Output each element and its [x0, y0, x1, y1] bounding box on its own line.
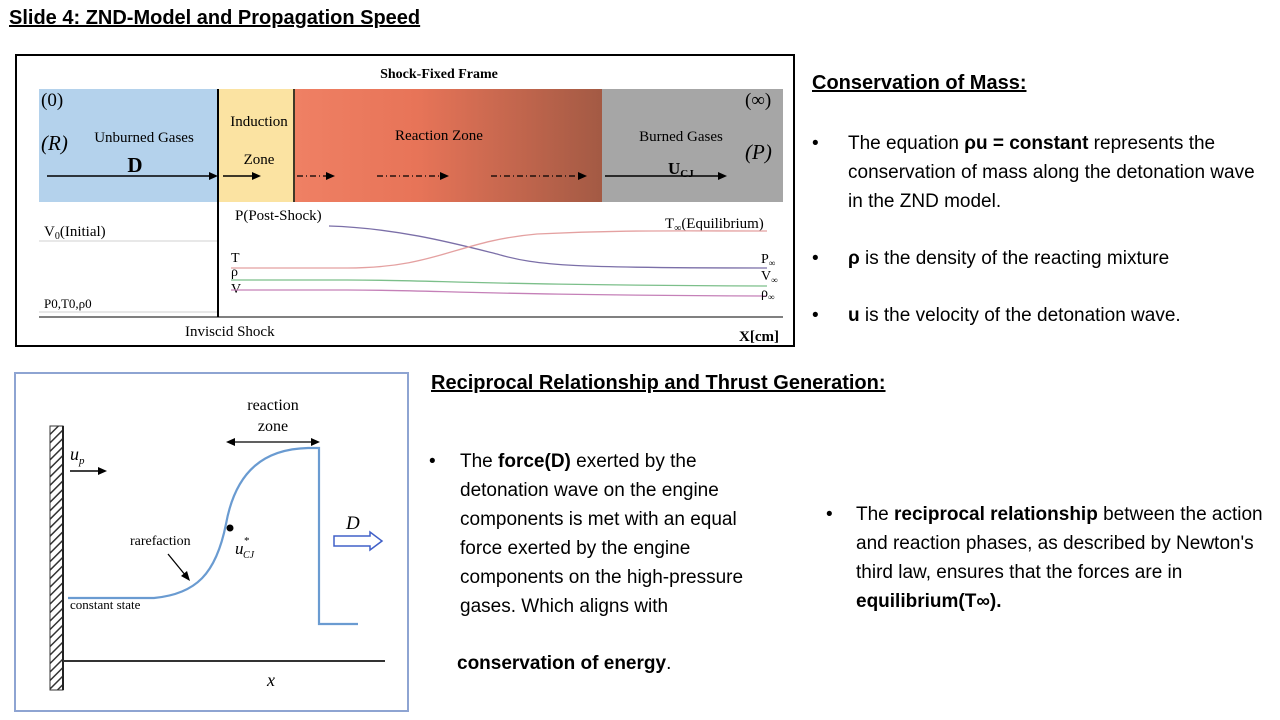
state-r-label: (R)	[41, 131, 68, 155]
up-label: up	[70, 444, 85, 467]
velocity-curve	[231, 279, 768, 287]
reciprocal-bullet-force: The force(D) exerted by the detonation w…	[429, 447, 769, 621]
reaction-zone-arrow-left	[226, 438, 235, 446]
frame-title: Shock-Fixed Frame	[380, 67, 498, 82]
znd-diagram: Shock-Fixed Frame (0) (R) (∞) (P) Unburn…	[15, 54, 795, 347]
p-inf-label: P∞	[761, 252, 775, 268]
znd-diagram-svg: Shock-Fixed Frame (0) (R) (∞) (P) Unburn…	[39, 67, 783, 345]
rarefaction-pointer	[167, 553, 187, 577]
unburned-label: Unburned Gases	[94, 130, 194, 146]
ucj-arrow-head	[718, 172, 727, 180]
constant-state-label: constant state	[70, 597, 141, 612]
rarefaction-pointer-head	[181, 571, 190, 581]
ucj-label: u* CJ	[235, 535, 255, 561]
reaction-zone-label-1: reaction	[247, 397, 299, 414]
reaction-zone-label-2: zone	[258, 418, 288, 435]
cj-point	[226, 524, 234, 532]
density-curve	[231, 289, 768, 297]
v-inf-label: V∞	[761, 269, 778, 285]
burned-label: Burned Gases	[639, 129, 723, 145]
slide-title: Slide 4: ZND-Model and Propagation Speed	[9, 7, 421, 29]
mass-bullets: The equation ρu = constant represents th…	[812, 129, 1274, 330]
inviscid-shock-label: Inviscid Shock	[185, 324, 275, 340]
t-eq-label: T∞(Equilibrium)	[665, 216, 764, 234]
xcm-label: X[cm]	[739, 329, 779, 345]
t-label: T	[231, 251, 240, 266]
wall	[49, 425, 64, 691]
reaction-zone-arrow-right	[311, 438, 320, 446]
rarefaction-label: rarefaction	[130, 534, 191, 549]
x-axis-label: x	[266, 670, 275, 690]
mass-heading: Conservation of Mass:	[812, 72, 1027, 94]
reciprocal-bullets-left: The force(D) exerted by the detonation w…	[429, 447, 769, 621]
detonation-profile-svg: x reaction zone up D u* CJ rarefaction co…	[49, 397, 385, 691]
induction-arrow-head	[252, 172, 261, 180]
pressure-curve	[328, 225, 768, 269]
state-inf-label: (∞)	[745, 90, 771, 111]
reaction-zone-label: Reaction Zone	[395, 128, 483, 144]
state-p-label: (P)	[745, 140, 772, 164]
d-label: D	[127, 153, 142, 177]
energy-conservation-line: conservation of energy.	[457, 653, 672, 674]
reaction-arrow-head-1	[326, 172, 335, 180]
reciprocal-bullet-newton: The reciprocal relationship between the …	[826, 500, 1266, 616]
induction-zone	[218, 89, 295, 202]
d-label: D	[345, 513, 360, 534]
detonation-profile-diagram: x reaction zone up D u* CJ rarefaction co…	[14, 372, 409, 712]
reciprocal-bullets-right: The reciprocal relationship between the …	[826, 500, 1266, 616]
p0-label: P0,T0,ρ0	[44, 296, 92, 311]
post-shock-label: P(Post-Shock)	[235, 208, 322, 224]
temperature-curve	[231, 230, 768, 269]
induction-label-1: Induction	[230, 114, 288, 130]
d-arrow-head	[209, 172, 218, 180]
induction-label-2: Zone	[244, 152, 275, 168]
mass-bullet-equation: The equation ρu = constant represents th…	[812, 129, 1274, 216]
reaction-arrow-head-2	[440, 172, 449, 180]
pressure-profile-curve	[68, 446, 358, 626]
reaction-arrow-head-3	[578, 172, 587, 180]
unburned-zone	[39, 89, 218, 202]
mass-bullet-density: ρ is the density of the reacting mixture	[812, 244, 1274, 273]
burned-zone	[602, 89, 783, 202]
d-arrow	[333, 530, 384, 552]
state-0-label: (0)	[41, 90, 63, 111]
rho-inf-label: ρ∞	[761, 286, 774, 302]
v0-label: V0(Initial)	[44, 224, 106, 242]
up-arrow-head	[98, 467, 107, 475]
ucj-label: UCJ	[668, 159, 694, 180]
rho-label: ρ	[231, 265, 238, 280]
mass-bullet-velocity: u is the velocity of the detonation wave…	[812, 301, 1274, 330]
reaction-zone	[295, 89, 602, 202]
reciprocal-heading: Reciprocal Relationship and Thrust Gener…	[431, 372, 886, 394]
